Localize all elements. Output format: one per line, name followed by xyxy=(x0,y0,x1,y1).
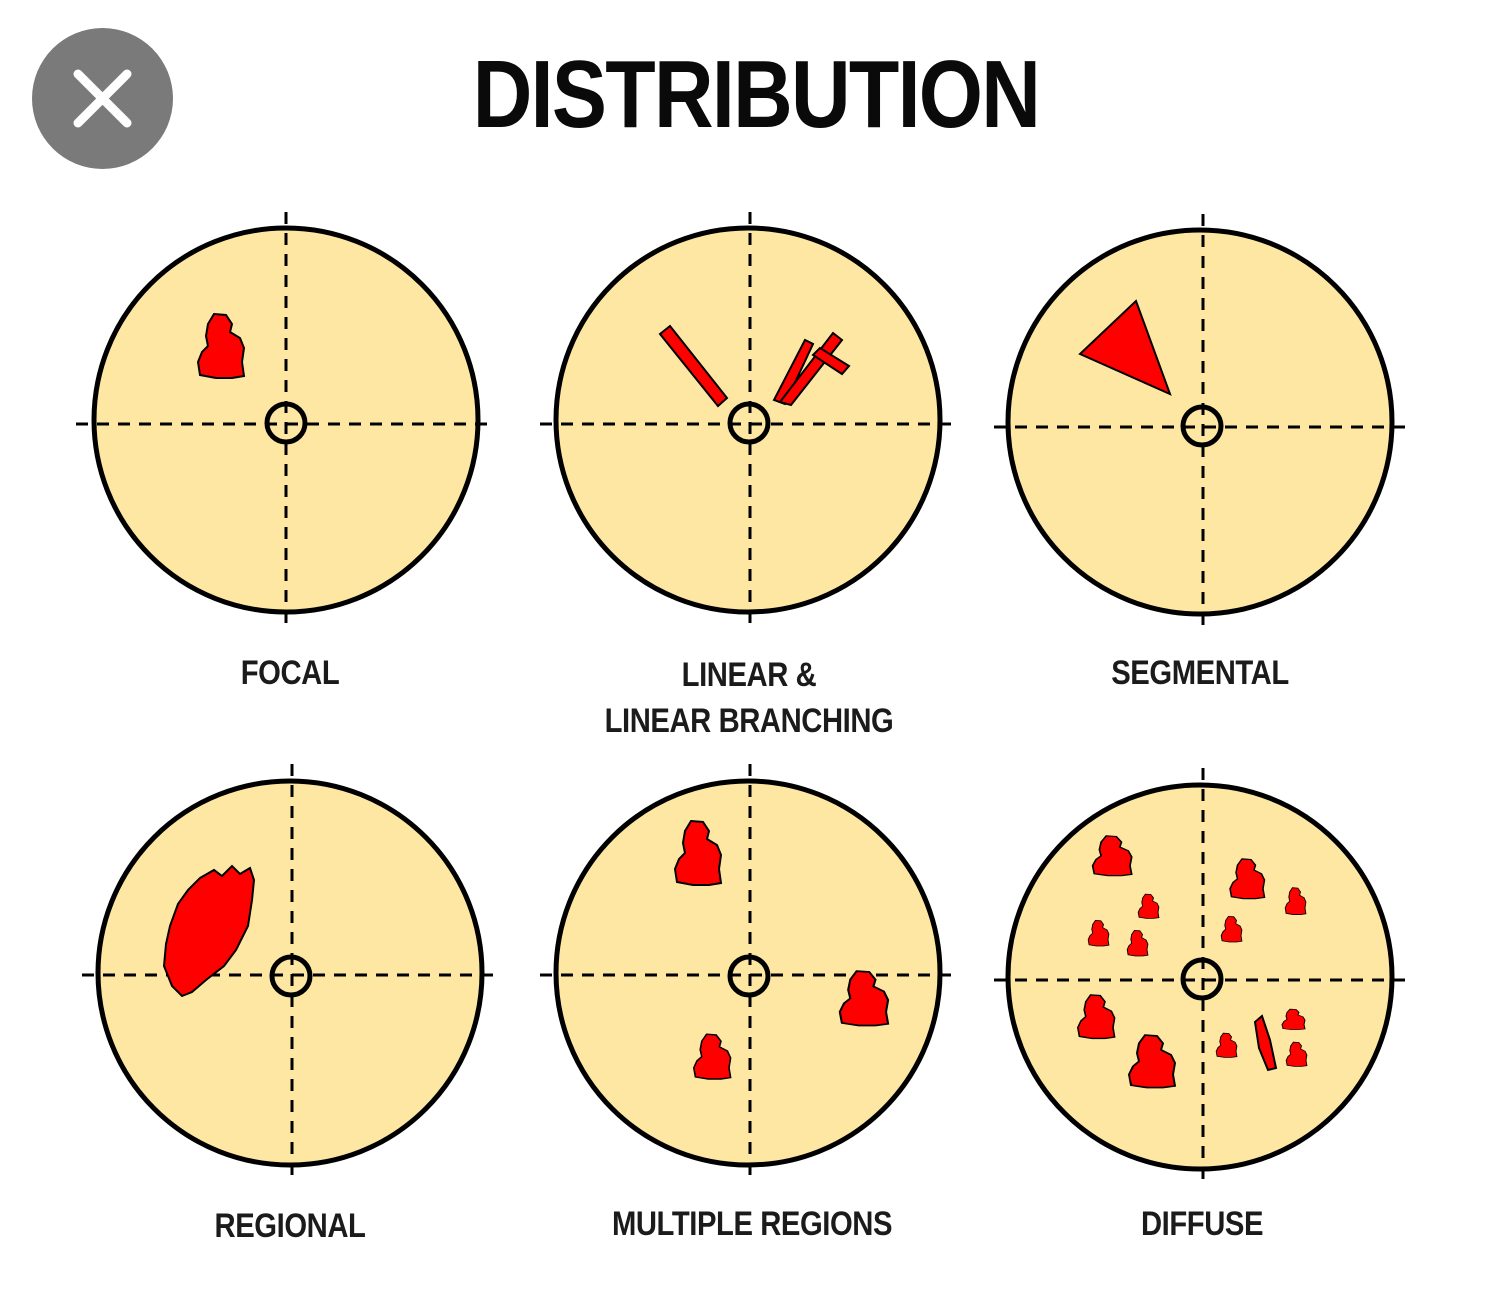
label-line: LINEAR BRANCHING xyxy=(604,702,894,740)
panel-multiple-regions xyxy=(540,764,958,1182)
nipple-marker xyxy=(264,401,308,445)
nipple-marker xyxy=(727,954,771,998)
panel-linear xyxy=(540,212,958,628)
label-focal: FOCAL xyxy=(101,650,479,696)
page-title: DISTRIBUTION xyxy=(472,41,1041,148)
label-line: FOCAL xyxy=(240,654,340,692)
panel-diffuse xyxy=(994,768,1410,1184)
label-line: REGIONAL xyxy=(214,1207,366,1245)
lesion-segment xyxy=(1078,299,1172,396)
lesion-linear xyxy=(658,324,729,408)
label-diffuse: DIFFUSE xyxy=(1013,1201,1391,1247)
label-line: LINEAR & xyxy=(681,656,817,694)
label-line: MULTIPLE REGIONS xyxy=(611,1205,893,1243)
breast-circle xyxy=(553,778,943,1168)
label-regional: REGIONAL xyxy=(101,1203,479,1249)
lesion-branch-3 xyxy=(811,346,851,376)
lesion-linear xyxy=(1253,1014,1278,1072)
panel-segmental xyxy=(994,214,1410,630)
nipple-marker xyxy=(727,401,771,445)
panel-regional xyxy=(82,764,500,1182)
label-multiple-regions: MULTIPLE REGIONS xyxy=(563,1201,941,1247)
label-line: SEGMENTAL xyxy=(1111,654,1289,692)
breast-circle xyxy=(553,225,943,615)
nipple-marker xyxy=(1180,404,1224,448)
close-button[interactable] xyxy=(32,28,173,169)
breast-circle xyxy=(95,778,485,1168)
nipple-marker xyxy=(269,954,313,998)
breast-circle xyxy=(1005,782,1395,1172)
label-linear: LINEAR & LINEAR BRANCHING xyxy=(560,652,938,744)
close-icon xyxy=(73,69,132,128)
lesion-region xyxy=(162,864,256,998)
label-segmental: SEGMENTAL xyxy=(1011,650,1389,696)
panel-focal xyxy=(76,212,494,628)
nipple-marker xyxy=(1180,957,1224,1001)
label-line: DIFFUSE xyxy=(1140,1205,1264,1243)
breast-circle xyxy=(1005,227,1395,617)
